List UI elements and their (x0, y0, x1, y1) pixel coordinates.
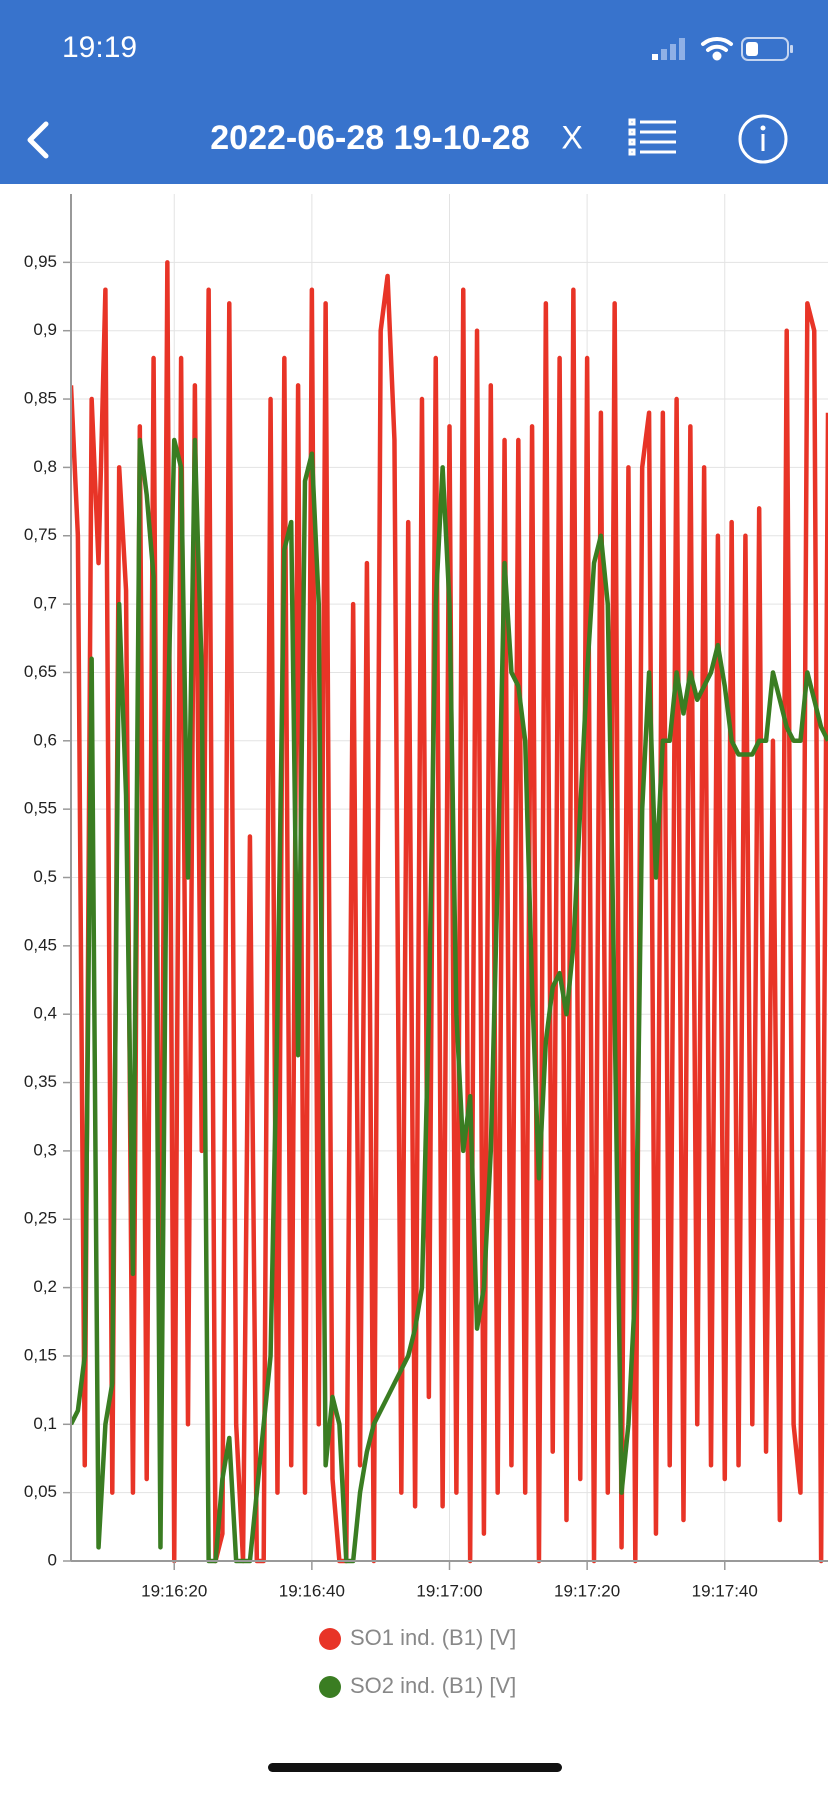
x-tick-label: 19:16:40 (279, 1581, 345, 1600)
y-tick-label: 0,15 (24, 1345, 57, 1364)
y-tick-label: 0,3 (33, 1140, 57, 1159)
series-line (71, 437, 828, 1564)
y-tick-label: 0,55 (24, 799, 57, 818)
home-indicator (268, 1763, 562, 1772)
x-tick-label: 19:16:20 (141, 1581, 207, 1600)
series-line (71, 260, 828, 1564)
y-tick-label: 0,75 (24, 525, 57, 544)
legend-label: SO2 ind. (B1) [V] (350, 1673, 516, 1698)
y-tick-label: 0,65 (24, 662, 57, 681)
legend-marker (319, 1676, 341, 1698)
y-tick-label: 0,9 (33, 320, 57, 339)
y-tick-label: 0,25 (24, 1209, 57, 1228)
y-tick-label: 0,7 (33, 594, 57, 613)
status-time: 19:19 (62, 31, 137, 64)
y-tick-label: 0,5 (33, 867, 57, 886)
y-tick-label: 0,2 (33, 1277, 57, 1296)
y-tick-label: 0,85 (24, 389, 57, 408)
y-tick-label: 0,35 (24, 1072, 57, 1091)
signal-icon (652, 38, 685, 60)
legend-marker (319, 1628, 341, 1650)
x-tick-label: 19:17:40 (692, 1581, 758, 1600)
plot-area (71, 260, 828, 1564)
y-tick-label: 0,4 (33, 1004, 57, 1023)
header-bar (0, 0, 828, 184)
info-button[interactable] (738, 114, 788, 164)
x-tick-label: 19:17:00 (416, 1581, 482, 1600)
y-tick-label: 0,45 (24, 935, 57, 954)
y-tick-label: 0,1 (33, 1414, 57, 1433)
header-title: 2022-06-28 19-10-28 (210, 119, 529, 157)
axes: 0 0,05 0,1 0,15 0,2 0,25 0,3 0,35 0,4 0,45 0,5 0,55… (24, 194, 828, 1698)
y-tick-label: 0,8 (33, 457, 57, 476)
y-tick-label: 0,05 (24, 1482, 57, 1501)
wifi-icon (701, 36, 733, 61)
list-button[interactable] (628, 118, 676, 156)
back-button[interactable] (27, 121, 49, 159)
y-tick-label: 0,6 (33, 730, 57, 749)
x-tick-label: 19:17:20 (554, 1581, 620, 1600)
y-tick-label: 0,95 (24, 252, 57, 271)
close-button[interactable]: X (561, 119, 582, 155)
y-tick-label: 0 (48, 1550, 57, 1569)
legend-label: SO1 ind. (B1) [V] (350, 1625, 516, 1650)
battery-icon (741, 37, 793, 61)
